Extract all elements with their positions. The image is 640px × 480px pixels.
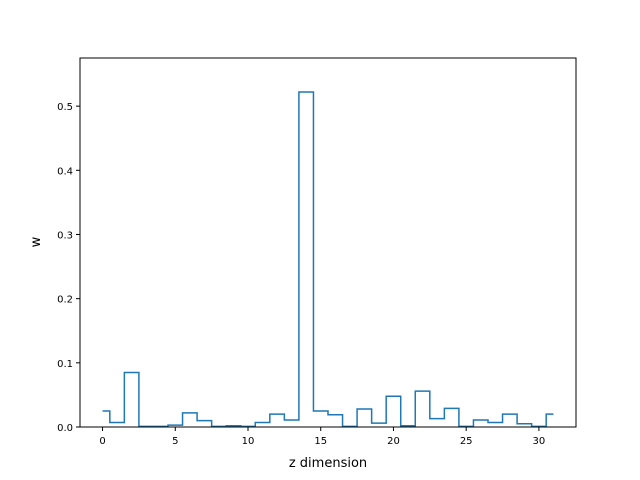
x-tick-label: 15: [314, 436, 327, 447]
x-tick-label: 10: [242, 436, 255, 447]
y-axis-ticks: 0.0 0.1 0.2 0.3 0.4 0.5: [57, 102, 80, 434]
x-tick-label: 20: [387, 436, 400, 447]
x-tick-label: 0: [99, 436, 105, 447]
y-tick-label: 0.1: [57, 359, 73, 370]
y-tick-label: 0.4: [57, 166, 73, 177]
y-tick-label: 0.3: [57, 230, 73, 241]
x-tick-label: 5: [172, 436, 178, 447]
x-tick-label: 25: [460, 436, 473, 447]
x-axis-label: z dimension: [289, 456, 367, 471]
axes-frame: [79, 57, 577, 428]
series-step-line: [102, 91, 554, 428]
plot-area: [102, 91, 554, 428]
x-tick-label: 30: [533, 436, 546, 447]
x-axis-ticks: 0 5 10 15 20 25 30: [99, 427, 545, 447]
y-axis-label: w: [29, 236, 44, 247]
y-tick-label: 0.5: [57, 102, 73, 113]
y-tick-label: 0.2: [57, 295, 73, 306]
y-tick-label: 0.0: [57, 423, 73, 434]
